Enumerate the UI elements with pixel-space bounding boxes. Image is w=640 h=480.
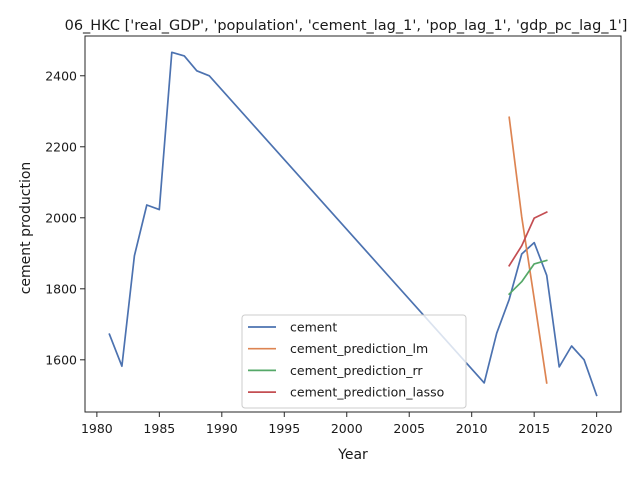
y-axis-label: cement production bbox=[18, 162, 34, 295]
plot-frame bbox=[84, 35, 622, 413]
x-ticks: 1980 1985 1990 1995 2000 2005 2010 2015 2020 bbox=[81, 412, 613, 436]
y-tick-label: 1800 bbox=[45, 281, 77, 296]
legend-label: cement_prediction_lm bbox=[290, 341, 428, 356]
chart-title: 06_HKC ['real_GDP', 'population', 'cemen… bbox=[65, 18, 628, 34]
x-tick-label: 2015 bbox=[518, 421, 550, 436]
series-line-cement bbox=[108, 51, 598, 397]
plot-lines bbox=[108, 51, 598, 397]
x-tick-label: 2005 bbox=[393, 421, 425, 436]
x-axis-label: Year bbox=[337, 447, 368, 463]
legend-label: cement bbox=[290, 320, 337, 335]
x-tick-label: 2010 bbox=[456, 421, 488, 436]
x-tick-label: 2000 bbox=[331, 421, 363, 436]
legend: cement cement_prediction_lm cement_predict… bbox=[241, 314, 467, 409]
y-tick-label: 2000 bbox=[45, 210, 77, 225]
x-tick-label: 2020 bbox=[581, 421, 613, 436]
x-tick-label: 1980 bbox=[81, 421, 113, 436]
y-tick-label: 1600 bbox=[45, 352, 77, 367]
legend-label: cement_prediction_lasso bbox=[290, 385, 444, 400]
legend-label: cement_prediction_rr bbox=[290, 363, 423, 378]
y-tick-label: 2400 bbox=[45, 68, 77, 83]
y-ticks: 1600 1800 2000 2200 2400 bbox=[45, 68, 85, 367]
x-tick-label: 1985 bbox=[143, 421, 175, 436]
series-line-cement-prediction-rr bbox=[507, 259, 548, 296]
x-tick-label: 1995 bbox=[268, 421, 300, 436]
series-line-cement-prediction-lasso bbox=[508, 210, 548, 267]
x-tick-label: 1990 bbox=[206, 421, 238, 436]
legend-box bbox=[241, 314, 467, 409]
series-line-cement-prediction-lm bbox=[508, 116, 548, 384]
y-tick-label: 2200 bbox=[45, 139, 77, 154]
